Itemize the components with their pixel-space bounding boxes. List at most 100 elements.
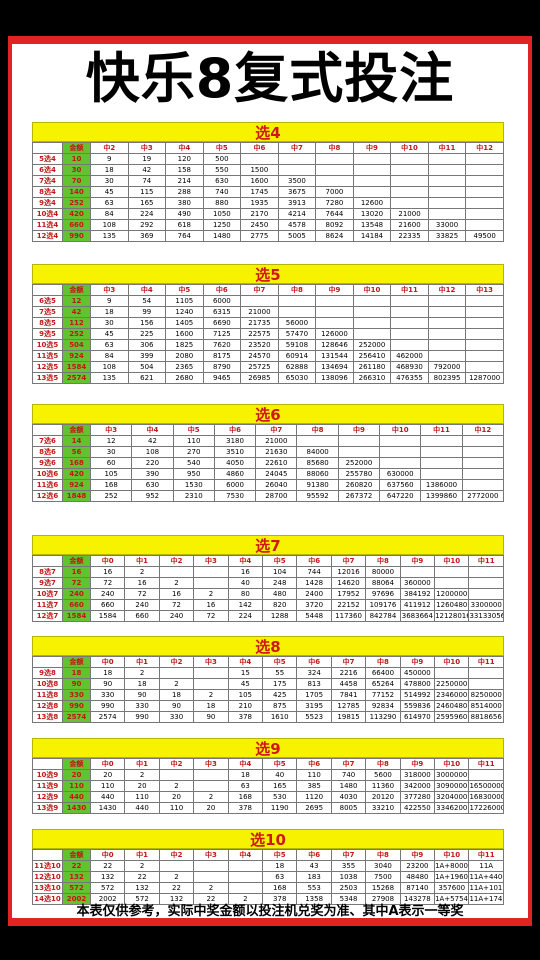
- column-header: 中4: [127, 284, 167, 296]
- column-header: 中6: [296, 849, 332, 861]
- table-row: 12选6 1848 252 952 2310 7530 28700 95592 267372 64…: [32, 490, 505, 502]
- prize-cell: [468, 577, 504, 589]
- prize-cell: 110: [296, 769, 332, 781]
- prize-cell: 384192: [399, 588, 436, 600]
- prize-cell: 504: [127, 361, 167, 373]
- prize-cell: 630: [131, 479, 174, 491]
- column-header: 中4: [227, 555, 264, 567]
- prize-cell: 33000: [427, 219, 467, 231]
- amount-cell: 924: [62, 479, 91, 491]
- column-header: 中4: [227, 758, 264, 770]
- prize-cell: [352, 186, 392, 198]
- prize-cell: 1530: [172, 479, 215, 491]
- prize-cell: [277, 153, 317, 165]
- column-header: 中1: [124, 656, 160, 668]
- prize-cell: 138096: [315, 372, 354, 384]
- prize-cell: [427, 350, 467, 362]
- prize-cell: [193, 769, 229, 781]
- prize-cell: 1038: [330, 871, 367, 883]
- prize-cell: 1584: [89, 610, 126, 622]
- prize-cell: 65264: [365, 678, 401, 690]
- prize-cell: 90: [89, 678, 126, 690]
- prize-cell: 72: [124, 588, 160, 600]
- prize-cell: [465, 339, 504, 351]
- prize-cell: 1120: [296, 791, 332, 803]
- prize-cell: 8624: [315, 230, 354, 242]
- prize-cell: 4050: [213, 457, 257, 469]
- prize-cell: 637560: [379, 479, 422, 491]
- column-header: [32, 555, 63, 567]
- prize-cell: 62888: [277, 361, 317, 373]
- prize-cell: 240: [124, 599, 160, 611]
- table-row: 11选9 110 110 20 2 63 165 385 1480 11360 342000 3090…: [32, 780, 504, 792]
- table-row: 12选4 990 135 369 764 1480 2775 5005 8624 14184 223…: [32, 230, 504, 242]
- prize-cell: 165: [127, 197, 167, 209]
- prize-cell: 385: [296, 780, 332, 792]
- prize-cell: [390, 164, 429, 176]
- prize-cell: [379, 435, 422, 447]
- prize-cell: 85680: [296, 457, 339, 469]
- prize-cell: 2: [124, 860, 160, 872]
- table-row: 7选4 70 30 74 214 630 1600 3500: [32, 175, 504, 187]
- prize-cell: [465, 328, 504, 340]
- amount-cell: 440: [62, 791, 91, 803]
- prize-cell: 2400: [296, 588, 332, 600]
- prize-cell: [315, 164, 354, 176]
- prize-cell: 12128016: [434, 610, 470, 622]
- prize-cell: 875: [262, 700, 298, 712]
- prize-cell: [296, 435, 339, 447]
- prize-cell: 952: [131, 490, 174, 502]
- prize-cell: 60914: [277, 350, 317, 362]
- prize-cell: 88064: [365, 577, 401, 589]
- row-label: 13选10: [32, 882, 63, 894]
- column-header: 中3: [127, 142, 167, 154]
- amount-cell: 10: [62, 153, 91, 165]
- column-header: 中11: [468, 656, 504, 668]
- amount-cell: 2002: [62, 893, 91, 905]
- table-row: 12选7 1584 1584 660 240 72 224 1288 5448 117360 842…: [32, 610, 504, 622]
- prize-cell: [468, 667, 504, 679]
- prize-cell: 224: [127, 208, 167, 220]
- prize-cell: 1250: [202, 219, 242, 231]
- prize-cell: 1386000: [420, 479, 463, 491]
- prize-cell: 30: [90, 175, 129, 187]
- prize-cell: 90: [124, 689, 160, 701]
- prize-cell: 660: [89, 599, 126, 611]
- prize-cell: 1200000: [434, 588, 470, 600]
- prize-cell: 43: [296, 860, 332, 872]
- column-header: 中12: [465, 142, 504, 154]
- column-header: 中6: [213, 424, 257, 436]
- table-row: 9选4 252 63 165 380 880 1935 3913 7280 12600: [32, 197, 504, 209]
- prize-cell: [465, 153, 504, 165]
- prize-cell: 105: [227, 689, 264, 701]
- prize-cell: 3300000: [468, 599, 504, 611]
- prize-cell: 22152: [330, 599, 367, 611]
- prize-cell: 2: [124, 667, 160, 679]
- header-row: 金额 中0 中1 中2 中3 中4 中5 中6 中7 中8 中9 中10 中11: [32, 656, 504, 668]
- page-title: 快乐8复式投注: [85, 47, 455, 110]
- amount-cell: 1584: [62, 361, 91, 373]
- row-label: 12选10: [32, 871, 63, 883]
- prize-table: 金额 中0 中1 中2 中3 中4 中5 中6 中7 中8 中9 中10 中11 11选10 22 22 2 18…: [32, 849, 504, 905]
- prize-cell: 260820: [337, 479, 381, 491]
- column-header: 中2: [158, 849, 195, 861]
- prize-cell: 16: [227, 566, 264, 578]
- row-label: 11选6: [32, 479, 63, 491]
- prize-cell: [465, 164, 504, 176]
- column-header: 中11: [427, 142, 467, 154]
- prize-cell: 2310: [172, 490, 215, 502]
- prize-cell: 91380: [296, 479, 339, 491]
- prize-cell: 288: [165, 186, 204, 198]
- prize-cell: 572: [124, 893, 160, 905]
- prize-cell: 744: [296, 566, 332, 578]
- prize-cell: 820: [262, 599, 298, 611]
- prize-cell: 168: [227, 791, 264, 803]
- prize-cell: 1428: [296, 577, 332, 589]
- prize-cell: 3090000: [434, 780, 470, 792]
- column-header: 中1: [124, 849, 160, 861]
- prize-cell: 2450: [240, 219, 279, 231]
- row-label: 12选6: [32, 490, 63, 502]
- column-header: 中11: [468, 849, 504, 861]
- prize-cell: 2: [193, 791, 229, 803]
- row-label: 12选8: [32, 700, 63, 712]
